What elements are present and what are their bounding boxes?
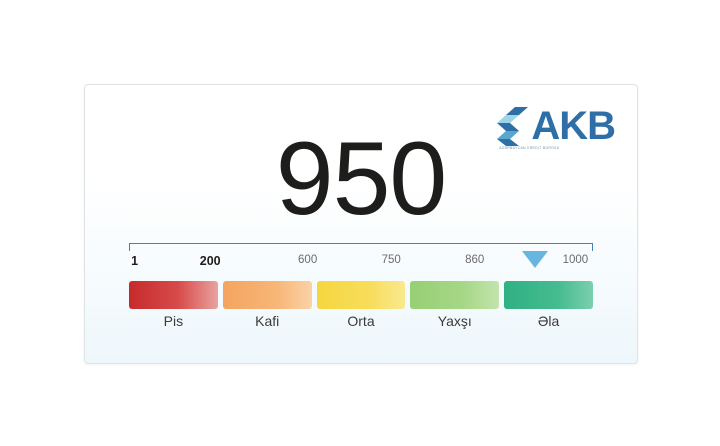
scale-segments — [129, 281, 593, 309]
scale-tick-label: 750 — [381, 254, 401, 266]
scale-segment-label: Yaxşı — [437, 313, 472, 329]
scale-tick-label: 860 — [465, 254, 485, 266]
scale-segment-label: Pis — [163, 313, 184, 329]
akb-logo-subtitle: AZƏRBAYCAN KREDIT BÜROSU — [499, 146, 560, 150]
credit-score-card: AKB AZƏRBAYCAN KREDIT BÜROSU 950 1 200 600… — [84, 84, 638, 364]
credit-score-scale: 1 200 600 750 860 1000 Pis Kafi Orta Yaxşı Əla — [129, 243, 593, 339]
akb-logo: AKB AZƏRBAYCAN KREDIT BÜROSU — [495, 103, 616, 150]
akb-arrow-mark-icon — [495, 106, 529, 146]
scale-segment-label: Kafi — [255, 313, 280, 329]
scale-tick-labels: 1 200 600 750 860 1000 — [129, 254, 593, 270]
akb-logo-text: AKB — [531, 104, 616, 148]
scale-segment-label: Əla — [537, 313, 560, 329]
scale-tick-label: 200 — [199, 254, 221, 268]
scale-segment-yaxşı — [410, 281, 500, 309]
scale-segment-orta — [316, 281, 406, 309]
scale-tick-label: 1000 — [562, 254, 589, 266]
scale-segment-labels: Pis Kafi Orta Yaxşı Əla — [129, 313, 593, 333]
scale-axis-tick-start — [129, 243, 130, 251]
scale-segment-əla — [504, 281, 593, 309]
scale-axis-line — [129, 243, 593, 244]
scale-segment-label: Orta — [347, 313, 375, 329]
scale-segment-kafi — [222, 281, 312, 309]
score-indicator-arrow-icon — [522, 251, 548, 268]
scale-segment-pis — [129, 281, 218, 309]
scale-axis — [129, 243, 593, 253]
scale-axis-tick-end — [592, 243, 593, 251]
credit-score-value: 950 — [275, 121, 448, 237]
scale-tick-label: 600 — [298, 254, 318, 266]
scale-tick-label: 1 — [131, 254, 139, 268]
